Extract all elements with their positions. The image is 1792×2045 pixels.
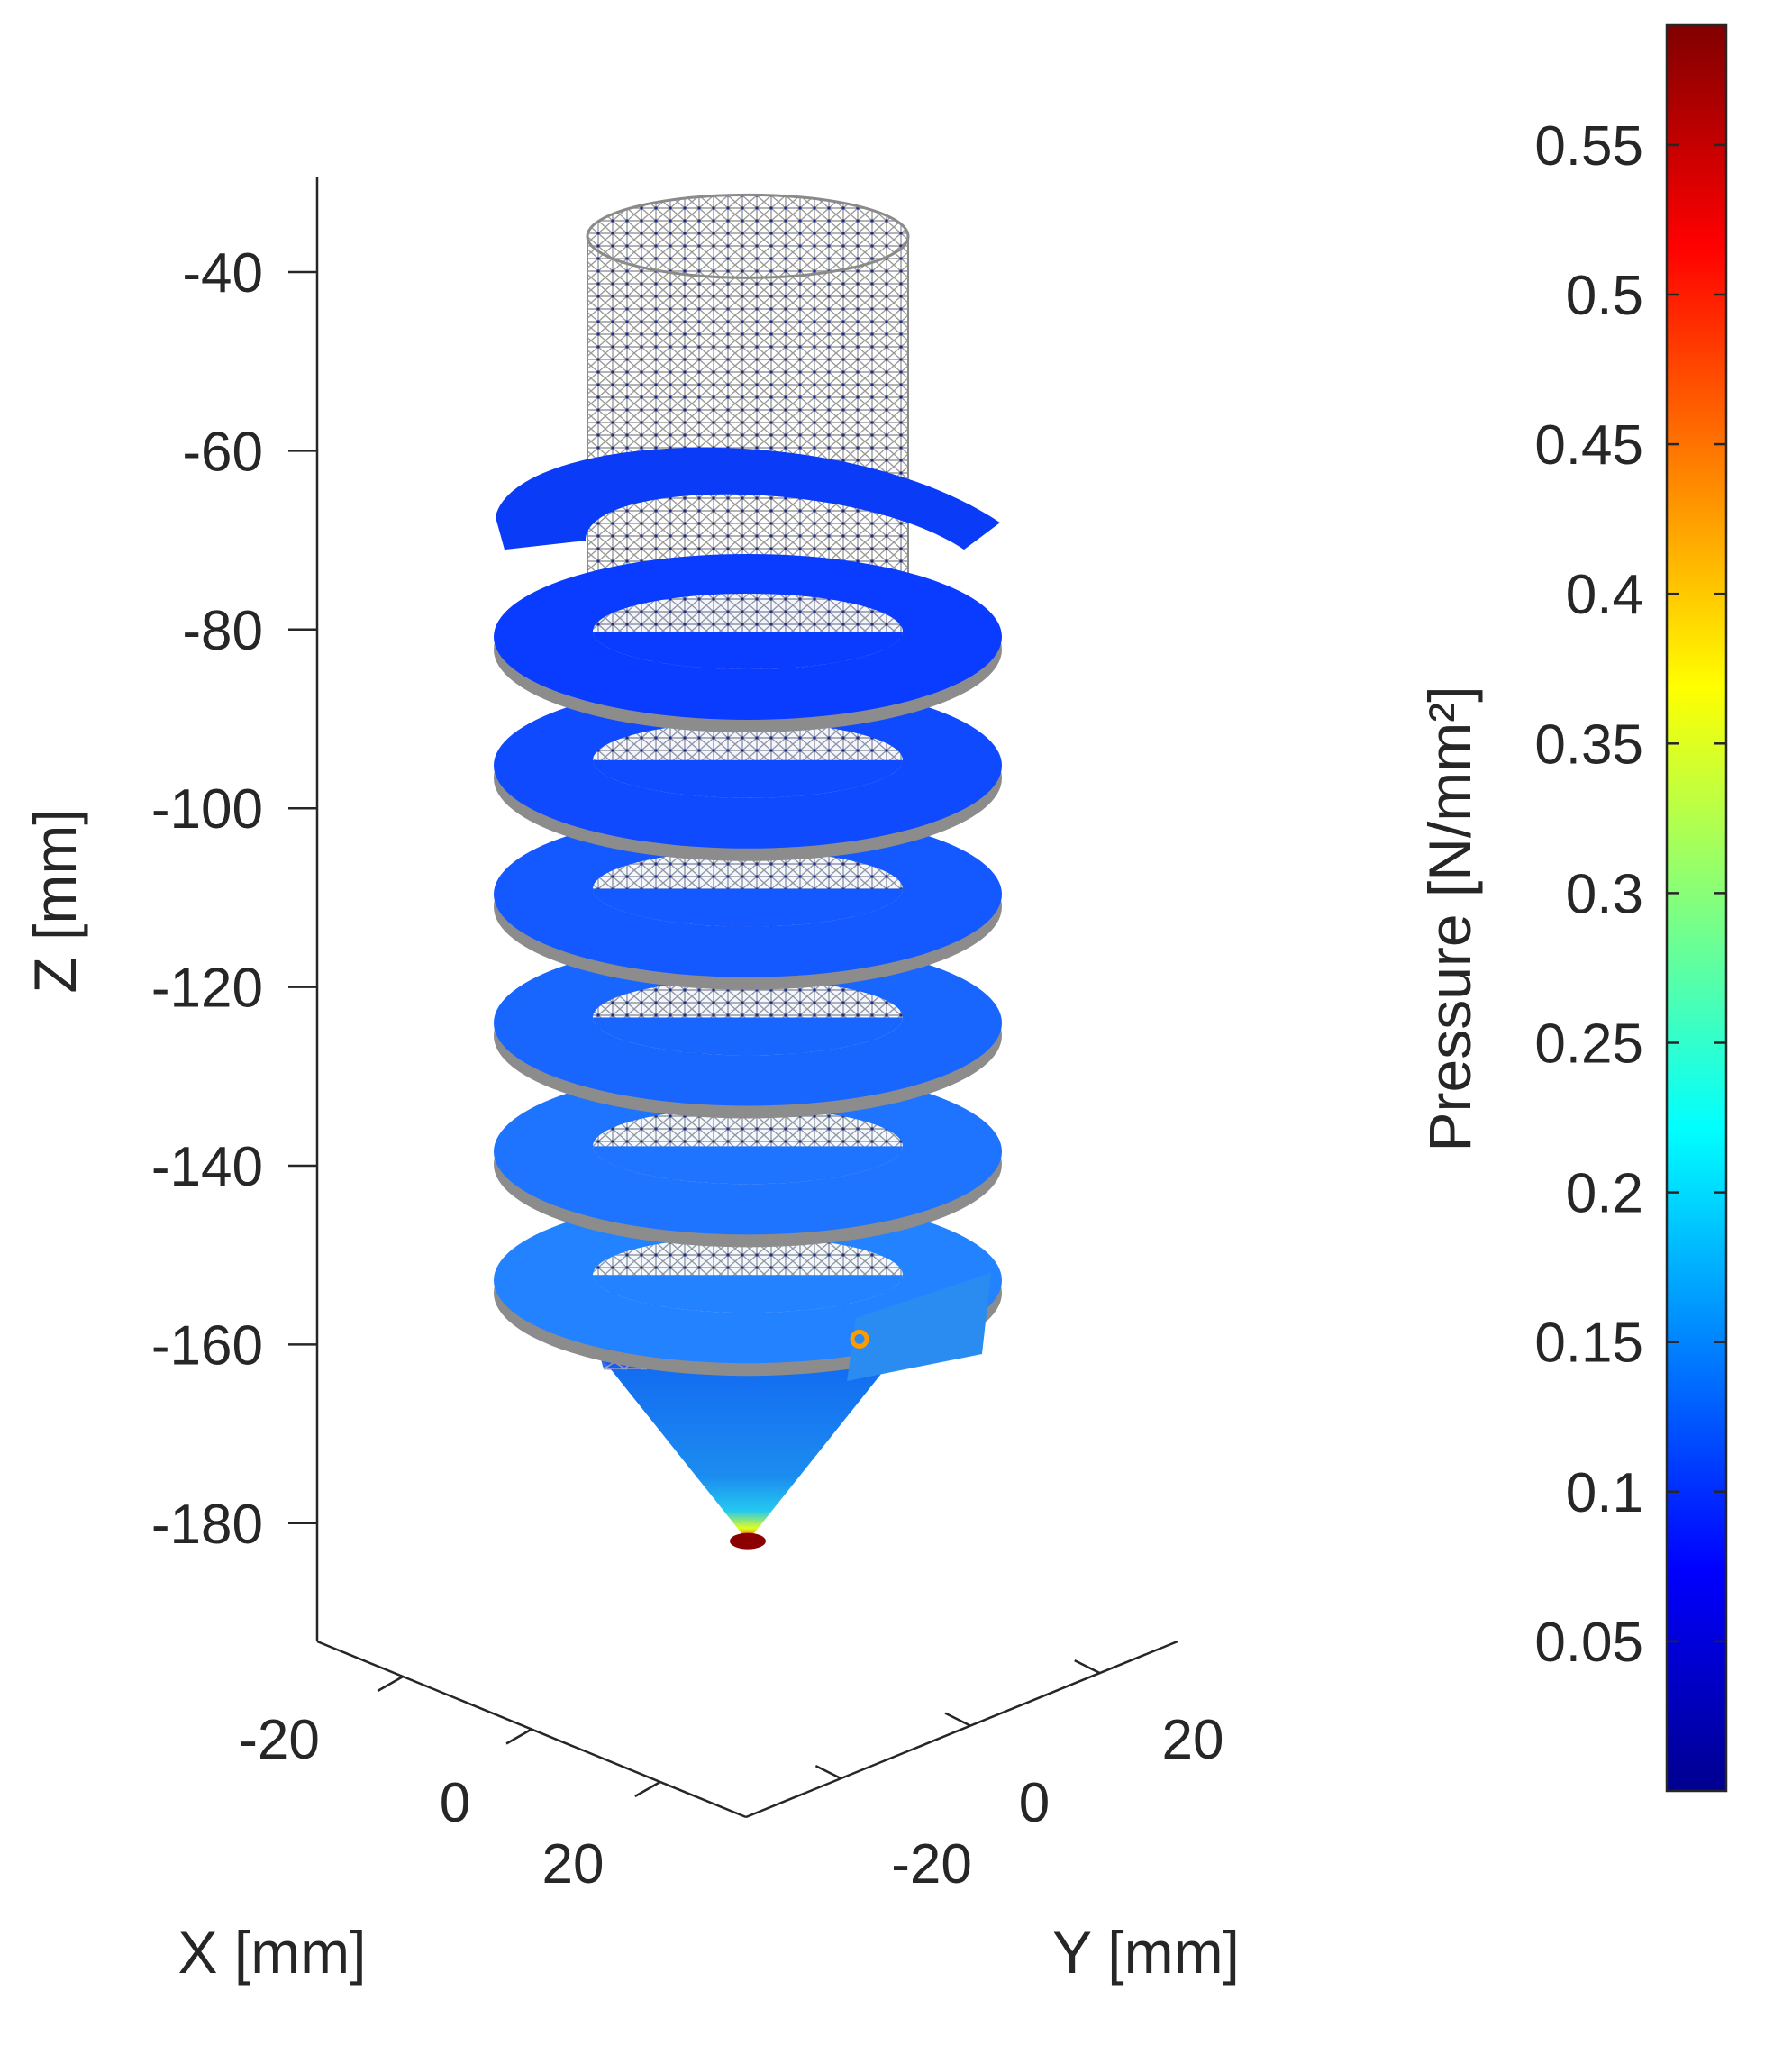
colorbar-tick-label: 0.55 [1534,115,1643,177]
z-tick-label: -40 [182,242,263,304]
helix-plate [494,553,1002,732]
shaft-top-rim [586,193,910,279]
y-tick-label: 0 [1019,1772,1050,1834]
z-tick-label: -140 [151,1136,263,1198]
apex-max-pressure [730,1532,766,1550]
screw-model [494,193,1002,1550]
x-tick [634,1780,661,1798]
z-tick-label: -60 [182,421,263,483]
y-axis-line [745,1640,1178,1819]
colorbar-bar [1665,23,1728,1793]
colorbar-tick-label: 0.1 [1566,1462,1643,1524]
colorbar-tick-label: 0.2 [1566,1163,1643,1225]
helix-plate [494,940,1002,1119]
x-tick [505,1728,532,1745]
z-tick-label: -120 [151,958,263,1020]
y-tick [1074,1659,1101,1675]
helix-plate [494,682,1002,861]
z-axis-label: Z [mm] [22,808,88,993]
colorbar-tick-label: 0.4 [1566,564,1643,626]
y-tick [944,1712,971,1727]
y-axis-label: Y [mm] [1052,1919,1240,1986]
z-tick-label: -180 [151,1494,263,1556]
y-tick [814,1764,841,1780]
tip-cone [577,1326,919,1541]
z-tick-label: -80 [182,600,263,662]
x-tick-label: 0 [440,1772,470,1834]
colorbar-tick-label: 0.45 [1534,414,1643,477]
helix-plate [494,1068,1002,1248]
z-tick-label: -160 [151,1314,263,1377]
colorbar-tick-label: 0.15 [1534,1313,1643,1375]
x-tick-label: 20 [542,1833,605,1895]
axes: -40 -60 -80 -100 -120 -140 -160 -180 -20 0 20 -20 0 2… [151,177,1224,1895]
helix-plate [494,811,1002,990]
colorbar-tick-label: 0.3 [1566,863,1643,925]
y-tick-label: -20 [891,1833,972,1895]
colorbar-tick-label: 0.05 [1534,1612,1643,1674]
colorbar: 0.05 0.1 0.15 0.2 0.25 0.3 0.35 0.4 0.45 0.5 0.55 [1534,23,1728,1793]
x-tick [377,1675,404,1693]
helix-top-flight [496,447,1000,550]
colorbar-tick-label: 0.25 [1534,1013,1643,1075]
z-tick-label: -100 [151,778,263,841]
y-tick-label: 20 [1162,1709,1224,1771]
colorbar-tick-label: 0.35 [1534,713,1643,776]
colorbar-tick-label: 0.5 [1566,265,1643,327]
colorbar-label: Pressure [N/mm²] [1416,686,1483,1151]
x-tick-label: -20 [239,1709,320,1771]
helix-end-flight [847,1272,991,1381]
x-axis-label: X [mm] [178,1919,367,1986]
marker-point [850,1329,869,1349]
